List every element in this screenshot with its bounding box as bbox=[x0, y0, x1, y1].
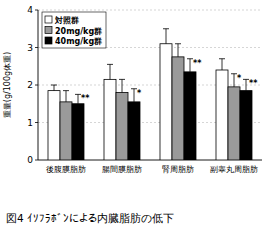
bar bbox=[240, 91, 252, 160]
tick-label: 3 bbox=[27, 43, 33, 53]
error-cap bbox=[51, 85, 57, 86]
significance: * bbox=[137, 89, 142, 98]
category-label: 腸間膜脂肪 bbox=[102, 165, 142, 174]
legend-label: 20mg/kg群 bbox=[55, 27, 102, 36]
legend: 対照群 20mg/kg群40mg/kg群 bbox=[42, 12, 106, 48]
error-cap bbox=[119, 79, 125, 80]
legend-label: 対照群 bbox=[54, 15, 79, 25]
y-axis-label: 重量(g/100g体重) bbox=[3, 52, 12, 118]
error-bar bbox=[119, 79, 125, 92]
error-bar bbox=[107, 64, 113, 79]
bar bbox=[128, 102, 140, 160]
tick-label: 4 bbox=[27, 5, 33, 15]
bar bbox=[72, 104, 84, 160]
bar bbox=[48, 91, 60, 160]
significance: ** bbox=[193, 59, 202, 68]
bar bbox=[104, 79, 116, 160]
category-label: 後腹膜脂肪 bbox=[46, 165, 86, 174]
bars bbox=[48, 29, 252, 160]
error-stem bbox=[122, 79, 123, 92]
significance: * bbox=[237, 74, 242, 83]
category-label: 腎周脂肪 bbox=[162, 165, 194, 174]
legend-box bbox=[42, 12, 106, 48]
annotations: ******** bbox=[81, 59, 258, 104]
y-axis bbox=[38, 10, 39, 160]
error-bar bbox=[51, 85, 57, 91]
error-cap bbox=[219, 58, 225, 59]
error-stem bbox=[78, 94, 79, 103]
error-stem bbox=[166, 29, 167, 44]
bar bbox=[184, 72, 196, 160]
tick-label: 0 bbox=[27, 155, 33, 165]
error-cap bbox=[107, 64, 113, 65]
error-bar bbox=[175, 44, 181, 57]
tick-label: 1 bbox=[27, 118, 33, 128]
significance: ** bbox=[81, 94, 90, 103]
category-label: 副睾丸周脂肪 bbox=[210, 165, 258, 174]
error-bar bbox=[63, 91, 69, 102]
error-stem bbox=[246, 79, 247, 90]
error-bar bbox=[163, 29, 169, 44]
grid-line bbox=[38, 10, 262, 11]
error-cap bbox=[163, 28, 169, 29]
bar bbox=[216, 70, 228, 160]
significance: ** bbox=[249, 79, 258, 88]
error-stem bbox=[54, 85, 55, 91]
bar bbox=[60, 102, 72, 160]
error-cap bbox=[63, 90, 69, 91]
error-stem bbox=[66, 91, 67, 102]
error-bar bbox=[219, 59, 225, 70]
title: 図4 ｲｿﾌﾗﾎﾞﾝによる内臓脂肪の低下 bbox=[6, 212, 174, 224]
legend-swatch bbox=[45, 37, 52, 44]
bar bbox=[228, 87, 240, 160]
error-stem bbox=[234, 74, 235, 87]
legend-label: 40mg/kg群 bbox=[55, 37, 102, 46]
error-stem bbox=[222, 59, 223, 70]
bar bbox=[172, 57, 184, 160]
error-stem bbox=[134, 89, 135, 102]
bar bbox=[160, 44, 172, 160]
chart: 01234重量(g/100g体重)********後腹膜脂肪腸間膜脂肪腎周脂肪副… bbox=[0, 0, 266, 239]
error-stem bbox=[178, 44, 179, 57]
legend-swatch bbox=[45, 27, 52, 34]
error-cap bbox=[175, 43, 181, 44]
error-stem bbox=[110, 64, 111, 79]
tick-label: 2 bbox=[27, 80, 33, 90]
bar bbox=[116, 93, 128, 161]
legend-swatch bbox=[45, 16, 52, 23]
error-stem bbox=[190, 59, 191, 72]
